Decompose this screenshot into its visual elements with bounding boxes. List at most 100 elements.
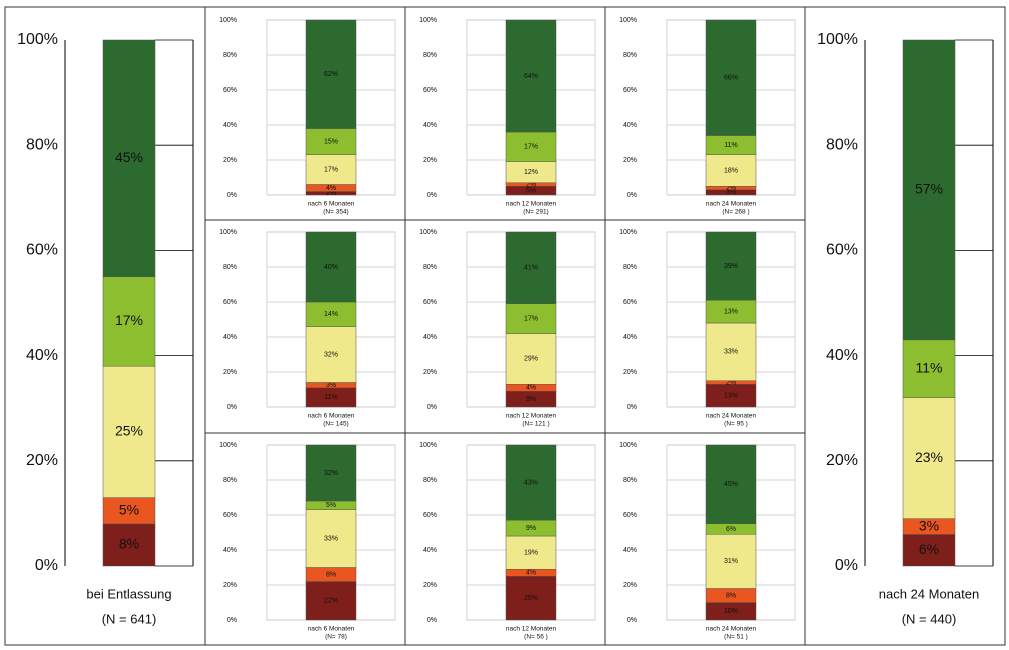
value-label: 40% xyxy=(324,264,338,271)
y-tick-label: 40% xyxy=(26,347,58,364)
y-tick-label: 80% xyxy=(223,477,237,484)
y-tick-label: 60% xyxy=(223,87,237,94)
bar-segment xyxy=(305,154,357,185)
bar-segment xyxy=(505,131,557,162)
y-tick-label: 20% xyxy=(826,452,858,469)
bar-segment xyxy=(102,523,156,567)
bar-segment xyxy=(305,581,357,621)
category-label: nach 24 Monaten xyxy=(879,586,979,601)
y-tick-label: 20% xyxy=(223,582,237,589)
value-label: 14% xyxy=(324,311,338,318)
value-label: 29% xyxy=(524,356,538,363)
y-tick-label: 100% xyxy=(619,229,637,236)
y-tick-label: 80% xyxy=(423,264,437,271)
bar-segment xyxy=(305,301,357,327)
value-label: 5% xyxy=(526,187,536,194)
y-tick-label: 20% xyxy=(223,157,237,164)
value-label: 2% xyxy=(526,181,536,188)
value-label: 19% xyxy=(524,549,538,556)
bar-segment xyxy=(902,397,956,519)
value-label: 31% xyxy=(724,558,738,565)
category-label: nach 24 Monaten xyxy=(706,626,757,633)
bar-segment xyxy=(505,231,557,304)
category-label: nach 12 Monaten xyxy=(506,413,557,420)
y-tick-label: 60% xyxy=(223,299,237,306)
y-tick-label: 40% xyxy=(223,547,237,554)
value-label: 22% xyxy=(324,598,338,605)
n-label: (N = 440) xyxy=(902,611,957,626)
n-label: (N= 56 ) xyxy=(524,634,548,641)
y-tick-label: 20% xyxy=(623,369,637,376)
value-label: 4% xyxy=(526,385,536,392)
y-tick-label: 0% xyxy=(427,404,437,411)
value-label: 11% xyxy=(324,394,338,401)
y-tick-label: 60% xyxy=(223,512,237,519)
bar-segment xyxy=(505,19,557,133)
value-label: 8% xyxy=(119,536,139,552)
n-label: (N= 268 ) xyxy=(722,209,749,216)
bar-segment xyxy=(902,39,956,341)
value-label: 5% xyxy=(326,502,336,509)
y-tick-label: 80% xyxy=(623,477,637,484)
y-tick-label: 100% xyxy=(619,17,637,24)
y-tick-label: 60% xyxy=(423,299,437,306)
y-tick-label: 100% xyxy=(219,229,237,236)
value-label: 9% xyxy=(526,525,536,532)
value-label: 10% xyxy=(724,608,738,615)
value-label: 25% xyxy=(524,595,538,602)
value-label: 6% xyxy=(919,541,939,557)
value-label: 13% xyxy=(724,392,738,399)
value-label: 45% xyxy=(724,481,738,488)
y-tick-label: 100% xyxy=(817,31,858,48)
y-tick-label: 0% xyxy=(835,557,858,574)
value-label: 17% xyxy=(524,144,538,151)
y-tick-label: 0% xyxy=(627,617,637,624)
category-label: nach 6 Monaten xyxy=(308,413,355,420)
bar-segment xyxy=(102,497,156,525)
value-label: 3% xyxy=(726,189,736,196)
value-label: 6% xyxy=(726,526,736,533)
bar-segment xyxy=(705,322,757,381)
y-tick-label: 80% xyxy=(223,52,237,59)
y-tick-label: 0% xyxy=(227,404,237,411)
value-label: 4% xyxy=(326,185,336,192)
y-tick-label: 60% xyxy=(623,299,637,306)
value-label: 66% xyxy=(724,75,738,82)
value-label: 32% xyxy=(324,351,338,358)
value-label: 32% xyxy=(324,470,338,477)
n-label: (N= 78) xyxy=(325,634,347,641)
y-tick-label: 60% xyxy=(826,242,858,259)
value-label: 11% xyxy=(916,359,943,375)
bar-segment xyxy=(505,444,557,521)
bar-segment xyxy=(305,128,357,155)
category-label: nach 24 Monaten xyxy=(706,201,757,208)
category-label: bei Entlassung xyxy=(86,586,171,601)
n-label: (N = 641) xyxy=(102,611,157,626)
y-tick-label: 60% xyxy=(623,87,637,94)
category-label: nach 12 Monaten xyxy=(506,626,557,633)
bar-segment xyxy=(505,303,557,334)
value-label: 33% xyxy=(724,349,738,356)
y-tick-label: 20% xyxy=(623,157,637,164)
n-label: (N= 291) xyxy=(523,209,548,216)
y-tick-label: 0% xyxy=(35,557,58,574)
bar-segment xyxy=(102,39,156,277)
y-tick-label: 40% xyxy=(223,334,237,341)
y-tick-label: 40% xyxy=(826,347,858,364)
value-label: 8% xyxy=(326,571,336,578)
y-tick-label: 40% xyxy=(223,122,237,129)
y-tick-label: 80% xyxy=(826,136,858,153)
y-tick-label: 80% xyxy=(623,264,637,271)
value-label: 2% xyxy=(726,185,736,192)
n-label: (N= 51 ) xyxy=(724,634,748,641)
y-tick-label: 80% xyxy=(623,52,637,59)
value-label: 39% xyxy=(724,263,738,270)
y-tick-label: 100% xyxy=(219,17,237,24)
value-label: 23% xyxy=(915,449,943,465)
y-tick-label: 40% xyxy=(423,547,437,554)
value-label: 45% xyxy=(115,149,143,165)
bar-segment xyxy=(305,509,357,568)
category-label: nach 12 Monaten xyxy=(506,201,557,208)
bar-segment xyxy=(305,19,357,129)
y-tick-label: 0% xyxy=(627,404,637,411)
